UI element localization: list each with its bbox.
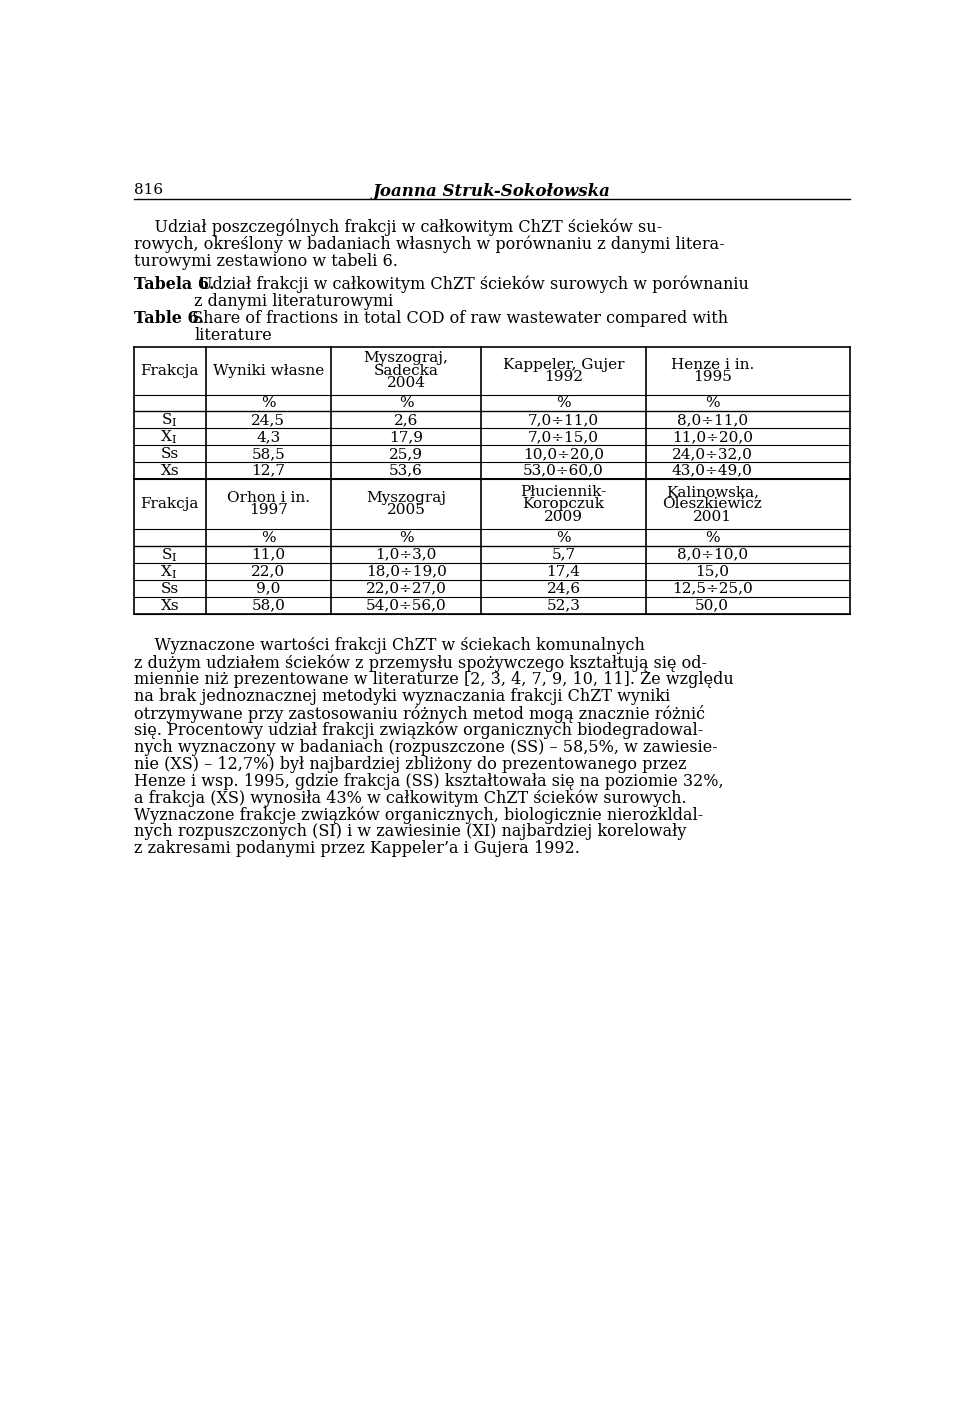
Text: 12,7: 12,7 bbox=[252, 464, 285, 478]
Text: S: S bbox=[161, 548, 172, 562]
Text: %: % bbox=[556, 397, 571, 410]
Text: Xs: Xs bbox=[160, 598, 180, 612]
Text: nych rozpuszczonych (SI) i w zawiesinie (XI) najbardziej korelowały: nych rozpuszczonych (SI) i w zawiesinie … bbox=[134, 823, 686, 841]
Text: Koropczuk: Koropczuk bbox=[522, 497, 605, 511]
Text: 2004: 2004 bbox=[387, 375, 425, 390]
Text: 11,0: 11,0 bbox=[252, 548, 285, 562]
Text: Udział poszczególnych frakcji w całkowitym ChZT ścieków su-: Udział poszczególnych frakcji w całkowit… bbox=[134, 218, 662, 237]
Text: I: I bbox=[172, 418, 176, 428]
Text: I: I bbox=[172, 552, 176, 562]
Text: 25,9: 25,9 bbox=[389, 447, 423, 461]
Text: 43,0÷49,0: 43,0÷49,0 bbox=[672, 464, 753, 478]
Text: 17,4: 17,4 bbox=[546, 565, 581, 578]
Text: 2005: 2005 bbox=[387, 504, 425, 518]
Text: literature: literature bbox=[194, 327, 272, 344]
Text: 24,5: 24,5 bbox=[252, 412, 285, 427]
Text: I: I bbox=[172, 569, 176, 579]
Text: 11,0÷20,0: 11,0÷20,0 bbox=[672, 430, 753, 444]
Text: turowymi zestawiono w tabeli 6.: turowymi zestawiono w tabeli 6. bbox=[134, 253, 397, 270]
Text: otrzymywane przy zastosowaniu różnych metod mogą znacznie różnić: otrzymywane przy zastosowaniu różnych me… bbox=[134, 705, 705, 723]
Text: Ss: Ss bbox=[160, 447, 179, 461]
Text: Xs: Xs bbox=[160, 464, 180, 478]
Text: 8,0÷10,0: 8,0÷10,0 bbox=[677, 548, 748, 562]
Text: 22,0÷27,0: 22,0÷27,0 bbox=[366, 582, 446, 595]
Text: %: % bbox=[261, 397, 276, 410]
Text: %: % bbox=[398, 531, 414, 545]
Text: 24,6: 24,6 bbox=[546, 582, 581, 595]
Text: 2001: 2001 bbox=[693, 509, 732, 524]
Text: na brak jednoznacznej metodyki wyznaczania frakcji ChZT wyniki: na brak jednoznacznej metodyki wyznaczan… bbox=[134, 688, 670, 705]
Text: z dużym udziałem ścieków z przemysłu spożywczego kształtują się od-: z dużym udziałem ścieków z przemysłu spo… bbox=[134, 654, 707, 672]
Text: 15,0: 15,0 bbox=[695, 565, 730, 578]
Text: Frakcja: Frakcja bbox=[140, 364, 199, 378]
Text: 1997: 1997 bbox=[249, 504, 288, 518]
Text: I: I bbox=[172, 435, 176, 445]
Text: 4,3: 4,3 bbox=[256, 430, 280, 444]
Text: X: X bbox=[161, 565, 172, 578]
Text: Table 6.: Table 6. bbox=[134, 310, 204, 327]
Text: 10,0÷20,0: 10,0÷20,0 bbox=[523, 447, 604, 461]
Text: 1,0÷3,0: 1,0÷3,0 bbox=[375, 548, 437, 562]
Text: rowych, określony w badaniach własnych w porównaniu z danymi litera-: rowych, określony w badaniach własnych w… bbox=[134, 235, 725, 254]
Text: %: % bbox=[261, 531, 276, 545]
Text: Kalinowska,: Kalinowska, bbox=[665, 485, 758, 499]
Text: %: % bbox=[705, 397, 719, 410]
Text: Oleszkiewicz: Oleszkiewicz bbox=[662, 497, 762, 511]
Text: Tabela 6.: Tabela 6. bbox=[134, 275, 214, 293]
Text: Orhon i in.: Orhon i in. bbox=[227, 491, 310, 505]
Text: miennie niż prezentowane w literaturze [2, 3, 4, 7, 9, 10, 11]. Ze względu: miennie niż prezentowane w literaturze [… bbox=[134, 671, 733, 688]
Text: 5,7: 5,7 bbox=[552, 548, 576, 562]
Text: nie (XS) – 12,7%) był najbardziej zbliżony do prezentowanego przez: nie (XS) – 12,7%) był najbardziej zbliżo… bbox=[134, 756, 686, 772]
Text: 12,5÷25,0: 12,5÷25,0 bbox=[672, 582, 753, 595]
Text: Wyznaczone wartości frakcji ChZT w ściekach komunalnych: Wyznaczone wartości frakcji ChZT w ściek… bbox=[134, 636, 645, 654]
Text: 24,0÷32,0: 24,0÷32,0 bbox=[672, 447, 753, 461]
Text: 50,0: 50,0 bbox=[695, 598, 730, 612]
Text: nych wyznaczony w badaniach (rozpuszczone (SS) – 58,5%, w zawiesie-: nych wyznaczony w badaniach (rozpuszczon… bbox=[134, 739, 718, 756]
Text: się. Procentowy udział frakcji związków organicznych biodegradowal-: się. Procentowy udział frakcji związków … bbox=[134, 722, 703, 739]
Text: Share of fractions in total COD of raw wastewater compared with: Share of fractions in total COD of raw w… bbox=[186, 310, 728, 327]
Text: 17,9: 17,9 bbox=[389, 430, 423, 444]
Text: Myszograj: Myszograj bbox=[366, 491, 446, 505]
Text: Ss: Ss bbox=[160, 582, 179, 595]
Text: 9,0: 9,0 bbox=[256, 582, 280, 595]
Text: 58,0: 58,0 bbox=[252, 598, 285, 612]
Text: Wyznaczone frakcje związków organicznych, biologicznie nierozkldal-: Wyznaczone frakcje związków organicznych… bbox=[134, 806, 703, 823]
Text: Sadecka: Sadecka bbox=[373, 364, 439, 378]
Text: Joanna Struk-Sokołowska: Joanna Struk-Sokołowska bbox=[373, 183, 611, 200]
Text: z danymi literaturowymi: z danymi literaturowymi bbox=[194, 293, 394, 310]
Text: %: % bbox=[556, 531, 571, 545]
Text: Wyniki własne: Wyniki własne bbox=[212, 364, 324, 378]
Text: %: % bbox=[705, 531, 719, 545]
Text: Kappeler, Gujer: Kappeler, Gujer bbox=[503, 358, 624, 371]
Text: X: X bbox=[161, 430, 172, 444]
Text: z zakresami podanymi przez Kappeler’a i Gujera 1992.: z zakresami podanymi przez Kappeler’a i … bbox=[134, 841, 580, 858]
Text: 2,6: 2,6 bbox=[394, 412, 419, 427]
Text: 54,0÷56,0: 54,0÷56,0 bbox=[366, 598, 446, 612]
Text: 58,5: 58,5 bbox=[252, 447, 285, 461]
Text: %: % bbox=[398, 397, 414, 410]
Text: Płuciennik-: Płuciennik- bbox=[520, 485, 607, 499]
Text: 53,6: 53,6 bbox=[389, 464, 423, 478]
Text: 7,0÷15,0: 7,0÷15,0 bbox=[528, 430, 599, 444]
Text: Udział frakcji w całkowitym ChZT ścieków surowych w porównaniu: Udział frakcji w całkowitym ChZT ścieków… bbox=[194, 275, 749, 294]
Text: 53,0÷60,0: 53,0÷60,0 bbox=[523, 464, 604, 478]
Text: Frakcja: Frakcja bbox=[140, 497, 199, 511]
Text: a frakcja (XS) wynosiła 43% w całkowitym ChZT ścieków surowych.: a frakcja (XS) wynosiła 43% w całkowitym… bbox=[134, 789, 686, 808]
Text: 7,0÷11,0: 7,0÷11,0 bbox=[528, 412, 599, 427]
Text: 816: 816 bbox=[134, 183, 163, 197]
Text: 1992: 1992 bbox=[544, 370, 583, 384]
Text: Henze i wsp. 1995, gdzie frakcja (SS) kształtowała się na poziomie 32%,: Henze i wsp. 1995, gdzie frakcja (SS) ks… bbox=[134, 772, 724, 789]
Text: 52,3: 52,3 bbox=[546, 598, 581, 612]
Text: 8,0÷11,0: 8,0÷11,0 bbox=[677, 412, 748, 427]
Text: Myszograj,: Myszograj, bbox=[364, 351, 448, 365]
Text: 22,0: 22,0 bbox=[252, 565, 285, 578]
Text: 1995: 1995 bbox=[693, 370, 732, 384]
Text: 2009: 2009 bbox=[544, 509, 583, 524]
Text: 18,0÷19,0: 18,0÷19,0 bbox=[366, 565, 446, 578]
Text: S: S bbox=[161, 412, 172, 427]
Text: Henze i in.: Henze i in. bbox=[671, 358, 754, 371]
